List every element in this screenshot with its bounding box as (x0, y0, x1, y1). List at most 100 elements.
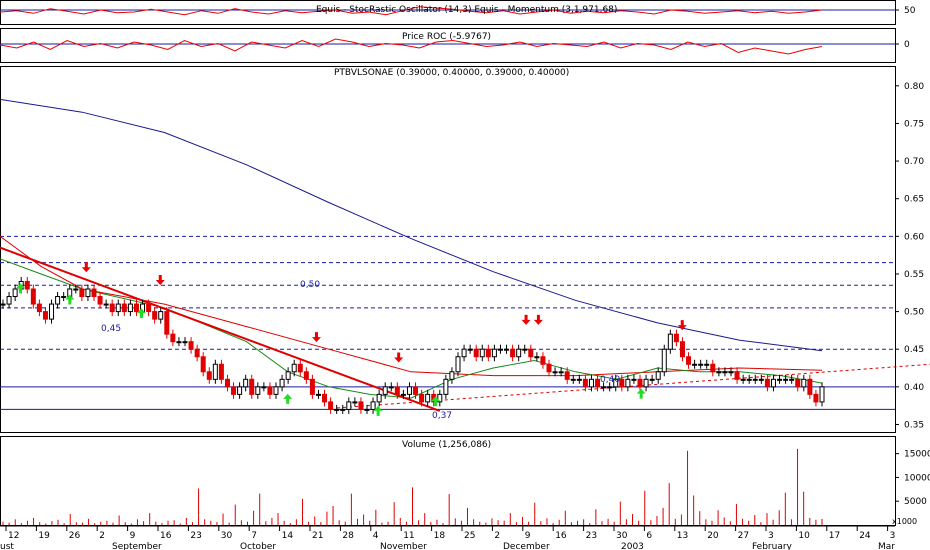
candle-body (73, 288, 79, 291)
x-tick-label: 25 (464, 531, 475, 541)
candle-body (746, 378, 752, 381)
candle-body (24, 280, 30, 290)
month-label: December (503, 542, 550, 550)
candle-body (783, 378, 789, 381)
candle-body (528, 348, 534, 358)
candle-body (406, 386, 412, 395)
x-tick-label: 21 (312, 531, 323, 541)
candle-body (419, 393, 425, 403)
candle-body (388, 386, 394, 389)
volume-tick-label: 10000 (904, 473, 930, 483)
oscillator-lines (0, 6, 895, 55)
buy-arrow (373, 405, 383, 416)
candle-body (42, 311, 48, 320)
candle-body (455, 356, 461, 373)
candle-body (588, 378, 594, 388)
ma-long-line (0, 98, 823, 352)
candle-body (443, 378, 449, 395)
candle-body (133, 303, 139, 313)
x-tick-label: 3 (890, 531, 896, 541)
price-tick-label: 0.60 (904, 232, 924, 242)
candle-body (558, 371, 564, 374)
candle-body (516, 348, 522, 358)
volume-title: Volume (1,256,086) (402, 440, 491, 450)
price-tick-label: 0.75 (904, 119, 924, 129)
candle-body (461, 348, 467, 358)
signal-arrows (16, 262, 687, 416)
candle-body (382, 386, 388, 395)
x-tick-label: 11 (403, 531, 414, 541)
candle-body (176, 341, 182, 344)
x-tick-label: 24 (859, 531, 871, 541)
price-candles (0, 276, 825, 414)
candle-body (801, 378, 807, 388)
month-label: September (112, 542, 162, 550)
candle-body (813, 393, 819, 403)
candle-body (770, 378, 776, 388)
candle-body (437, 393, 443, 403)
candle-body (309, 378, 315, 395)
roc-line (0, 38, 823, 55)
candle-body (334, 408, 340, 411)
month-label: November (380, 542, 427, 550)
candle-body (279, 378, 285, 388)
candle-body (55, 296, 61, 305)
candle-body (303, 371, 309, 380)
candle-body (285, 371, 291, 380)
candle-body (255, 386, 261, 395)
candle-body (692, 363, 698, 366)
candle-body (6, 296, 12, 305)
level-label-040: 0,40 (600, 375, 620, 385)
sell-arrow (81, 262, 91, 273)
candle-body (413, 386, 419, 395)
candle-body (49, 303, 55, 320)
candle-body (146, 303, 152, 313)
candle-body (231, 386, 237, 395)
candle-body (819, 386, 825, 403)
candle-body (200, 356, 206, 373)
candle-body (449, 371, 455, 380)
buy-arrow (431, 396, 441, 407)
x-tick-label: 3 (768, 531, 774, 541)
volume-tick-label: 5000 (904, 497, 927, 507)
candle-body (36, 303, 42, 313)
level-label-050: 0,50 (300, 280, 320, 290)
x-tick-label: 16 (555, 531, 567, 541)
candle-body (188, 341, 194, 350)
volume-tick-label: 15000 (904, 450, 930, 460)
candle-body (740, 378, 746, 381)
candle-body (0, 303, 6, 306)
candle-body (261, 386, 267, 389)
candle-body (364, 408, 370, 411)
price-tick-label: 0.70 (904, 157, 924, 167)
price-tick-label: 0.35 (904, 420, 924, 430)
x-tick-label: 26 (69, 531, 81, 541)
down-trendline (0, 246, 441, 412)
candle-body (540, 356, 546, 365)
candle-body (370, 401, 376, 410)
candle-body (710, 363, 716, 373)
candle-body (267, 386, 273, 395)
candle-body (152, 311, 158, 320)
candle-body (534, 356, 540, 359)
candle-body (643, 378, 649, 388)
candle-body (164, 311, 170, 335)
candle-body (79, 288, 85, 298)
price-panel-frame (0, 66, 896, 433)
candle-body (698, 363, 704, 366)
sell-arrow (677, 320, 687, 331)
x-tick-label: 20 (707, 531, 719, 541)
sell-arrow (533, 314, 543, 325)
candle-body (795, 378, 801, 388)
candle-body (601, 386, 607, 389)
x-tick-label: 12 (8, 531, 19, 541)
month-label: February (752, 542, 793, 550)
candle-body (127, 303, 133, 313)
candle-body (328, 401, 334, 410)
candle-body (297, 363, 303, 373)
x-tick-label: 7 (251, 531, 257, 541)
horizontal-levels (0, 235, 895, 410)
price-tick-label: 0.45 (904, 345, 924, 355)
month-label: October (240, 542, 276, 550)
